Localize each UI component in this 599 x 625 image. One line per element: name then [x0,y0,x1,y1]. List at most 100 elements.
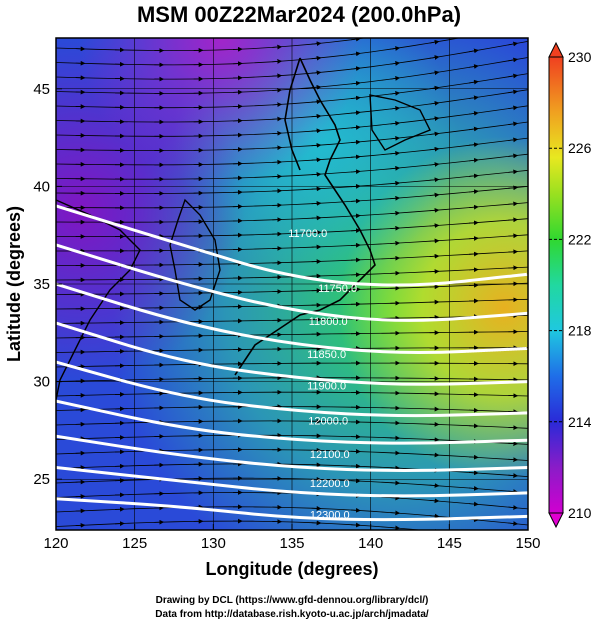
wind-arrow [390,106,401,111]
wind-arrow [350,51,361,57]
colorbar-tick-label: 222 [568,231,592,247]
wind-arrow [350,154,361,160]
wind-arrow [468,204,479,210]
wind-arrow [350,95,361,101]
x-tick-label: 120 [43,535,68,552]
wind-arrow [390,33,399,34]
wind-arrow [508,473,519,478]
wind-arrow [390,61,401,66]
wind-arrow [390,195,401,201]
wind-arrow [508,105,519,111]
wind-arrow [390,210,401,216]
wind-arrow [468,79,479,85]
streamline [56,186,528,209]
colorbar: 210 214 218 222 226 230 [548,41,592,529]
wind-arrow [390,510,401,516]
wind-arrow [429,162,440,167]
footer-line-1: Drawing by DCL (https://www.gfd-dennou.o… [156,595,429,606]
wind-arrow [350,110,361,116]
contour-label: 12100.0 [310,449,350,461]
streamline [56,105,528,137]
colorbar-gradient [548,56,564,514]
wind-arrow [469,19,478,21]
streamline [56,38,462,66]
wind-arrow [508,41,519,47]
streamline [56,137,528,166]
wind-arrow [468,470,479,476]
wind-arrow [390,91,401,96]
wind-arrow [508,121,519,127]
streamline [56,331,528,339]
contour-line [56,466,528,498]
wind-arrow [311,70,322,76]
y-tick-label: 40 [33,178,50,195]
wind-arrow [468,220,479,226]
streamline [56,449,528,461]
y-tick-label: 30 [33,374,50,391]
streamline [56,169,528,194]
wind-arrow [434,528,440,530]
wind-arrow [311,186,322,192]
contour-line [56,204,528,287]
x-tick-label: 145 [437,535,462,552]
y-axis: 25 30 35 40 45 [33,81,62,488]
wind-arrow [468,157,479,163]
wind-arrow [468,501,479,507]
coastline-hokkaido [369,94,431,151]
wind-arrow [429,192,440,198]
wind-arrow [469,35,478,37]
chart-title: MSM 00Z22Mar2024 (200.0hPa) [137,2,461,27]
wind-arrow [429,207,440,213]
wind-arrow [311,157,322,163]
wind-arrow [272,102,283,107]
streamline [56,41,528,80]
x-tick-label: 135 [279,535,304,552]
wind-arrow [429,39,440,45]
wind-arrow [390,76,401,81]
wind-arrow [390,165,401,171]
wind-arrow [390,225,401,231]
contour-label: 12000.0 [308,416,348,428]
contour-label: 11700.0 [288,228,327,240]
wind-arrow [272,116,283,122]
wind-arrow [390,495,401,501]
wind-arrow [468,189,479,194]
wind-arrow [429,70,440,76]
wind-arrow [508,137,519,143]
streamline [56,250,528,266]
streamline [56,153,528,180]
colorbar-tick-label: 226 [568,140,592,156]
y-tick-label: 35 [33,276,50,293]
wind-arrow [429,85,440,91]
wind-arrow [311,171,322,177]
y-tick-label: 25 [33,471,50,488]
colorbar-min-triangle [548,512,564,529]
wind-arrow [390,46,401,51]
contour-label: 12200.0 [310,478,350,490]
x-axis-label: Longitude (degrees) [205,559,378,579]
wind-arrow [468,251,479,257]
wind-arrow [429,223,440,229]
wind-arrow [508,249,519,255]
contour-label: 12300.0 [310,509,350,521]
contour-line [56,399,528,445]
colorbar-tick-label: 230 [568,49,592,65]
contour-line [56,497,528,522]
wind-arrow [429,238,440,244]
wind-arrow [311,142,322,148]
wind-arrow [429,483,440,488]
wind-arrow [350,169,361,175]
wind-arrow [469,535,478,536]
streamline [56,420,528,429]
coastline-korea [169,198,221,311]
wind-arrow [429,55,440,60]
streamline [56,202,528,223]
wind-arrow [311,55,322,61]
wind-arrow [350,125,361,130]
wind-arrow [350,198,361,204]
wind-arrow [390,120,401,126]
wind-arrow [508,57,519,63]
wind-arrow [508,11,517,13]
streamline [56,218,528,237]
